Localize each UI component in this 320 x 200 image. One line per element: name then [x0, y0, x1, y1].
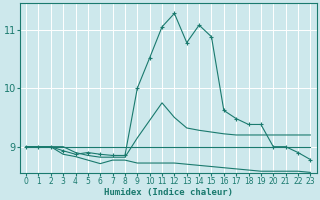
X-axis label: Humidex (Indice chaleur): Humidex (Indice chaleur) [104, 188, 233, 197]
